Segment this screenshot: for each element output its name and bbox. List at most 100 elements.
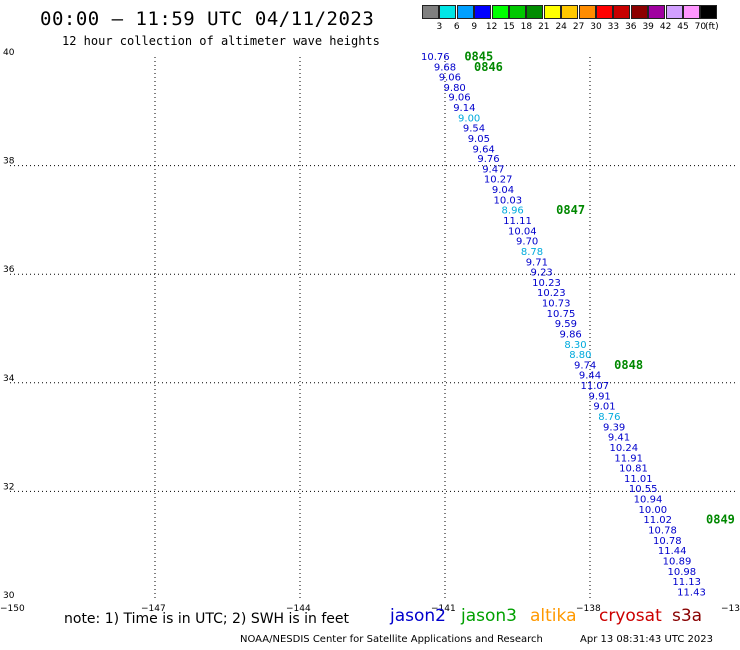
swh-value-label: 9.06 xyxy=(439,73,461,84)
swh-value-label: 9.71 xyxy=(526,257,548,268)
swh-value-label: 10.75 xyxy=(547,309,576,320)
colorbar-label: 36 xyxy=(625,22,637,32)
colorbar-label: 30 xyxy=(590,22,602,32)
colorbar-swatch xyxy=(491,5,509,19)
swh-value-label: 8.30 xyxy=(564,340,586,351)
colorbar-label: 39 xyxy=(642,22,654,32)
legend-s3a: s3a xyxy=(672,606,703,626)
swh-value-label: 9.14 xyxy=(453,103,475,114)
swh-value-label: 9.41 xyxy=(608,433,630,444)
swh-value-label: 10.73 xyxy=(542,299,571,310)
chart-title: 00:00 – 11:59 UTC 04/11/2023 xyxy=(40,8,375,30)
swh-value-label: 9.80 xyxy=(444,83,466,94)
swh-value-label: 9.47 xyxy=(482,164,504,175)
x-tick-label: −141 xyxy=(431,604,456,614)
colorbar-swatch xyxy=(509,5,526,19)
colorbar-label: 3 xyxy=(436,22,443,32)
colorbar-swatch xyxy=(561,5,579,19)
swh-value-label: 8.78 xyxy=(521,247,543,258)
swh-value-label: 10.27 xyxy=(484,175,513,186)
swh-value-label: 9.00 xyxy=(458,113,480,124)
swh-value-label: 10.23 xyxy=(532,278,561,289)
x-tick-label: −144 xyxy=(286,604,311,614)
colorbar-label: 6 xyxy=(453,22,460,32)
y-tick-label: 38 xyxy=(3,157,15,167)
colorbar-label: 18 xyxy=(520,22,533,32)
colorbar-label: 70 xyxy=(694,22,707,32)
colorbar-label: 24 xyxy=(555,22,567,32)
swh-value-label: 9.64 xyxy=(473,144,495,155)
swh-value-label: 9.74 xyxy=(574,360,596,371)
swh-value-label: 8.80 xyxy=(569,350,591,361)
swh-value-label: 10.23 xyxy=(537,288,566,299)
swh-value-label: 9.91 xyxy=(589,391,611,402)
time-label: 0848 xyxy=(614,358,643,372)
swh-value-label: 10.78 xyxy=(653,536,682,547)
swh-value-label: 10.55 xyxy=(629,484,658,495)
swh-value-label: 11.13 xyxy=(672,577,701,588)
swh-value-label: 9.05 xyxy=(468,134,490,145)
y-tick-label: 32 xyxy=(3,482,14,492)
y-tick-label: 30 xyxy=(3,591,15,601)
swh-value-label: 9.54 xyxy=(463,124,485,135)
legend-jason2: jason2 xyxy=(390,606,446,626)
time-label: 0847 xyxy=(556,203,585,217)
legend-jason3: jason3 xyxy=(461,606,517,626)
footer-note: note: 1) Time is in UTC; 2) SWH is in fe… xyxy=(64,611,350,627)
colorbar-swatch xyxy=(700,5,718,19)
y-tick-label: 40 xyxy=(3,48,15,58)
swh-value-label: 10.78 xyxy=(648,525,677,536)
swh-value-label: 10.94 xyxy=(634,495,663,506)
swh-value-label: 11.43 xyxy=(677,587,706,598)
x-tick-label: −147 xyxy=(141,604,166,614)
colorbar-swatch xyxy=(613,5,631,19)
swh-value-label: 10.76 xyxy=(421,52,450,63)
colorbar-swatch xyxy=(439,5,457,19)
colorbar-swatch xyxy=(665,5,683,19)
swh-value-label: 10.89 xyxy=(663,556,692,567)
swh-value-label: 11.07 xyxy=(581,381,610,392)
swh-value-label: 9.04 xyxy=(492,185,514,196)
swh-value-label: 9.39 xyxy=(603,422,625,433)
colorbar-label: 45 xyxy=(677,22,689,32)
colorbar-label: 9 xyxy=(471,22,478,32)
x-tick-label: −150 xyxy=(0,604,25,614)
colorbar-swatch xyxy=(474,5,492,19)
chart-subtitle: 12 hour collection of altimeter wave hei… xyxy=(62,34,380,48)
swh-value-label: 11.44 xyxy=(658,546,687,557)
swh-value-label: 11.11 xyxy=(503,216,532,227)
credit-text: NOAA/NESDIS Center for Satellite Applica… xyxy=(240,634,543,645)
colorbar-swatch xyxy=(596,5,613,19)
legend-cryosat: cryosat xyxy=(599,606,662,626)
y-tick-label: 36 xyxy=(3,265,15,275)
colorbar-unit: (ft) xyxy=(705,22,719,32)
colorbar-label: 15 xyxy=(503,22,515,32)
swh-value-label: 9.01 xyxy=(593,402,615,413)
x-tick-label: −138 xyxy=(576,604,601,614)
swh-value-label: 9.59 xyxy=(555,319,577,330)
swh-value-label: 9.06 xyxy=(448,93,470,104)
colorbar-label: 27 xyxy=(572,22,585,32)
colorbar-swatch xyxy=(578,5,596,19)
swh-value-label: 9.86 xyxy=(560,329,582,340)
time-label: 0845 xyxy=(464,50,493,64)
colorbar-label: 42 xyxy=(659,22,672,32)
swh-value-label: 11.91 xyxy=(614,453,643,464)
swh-value-label: 9.44 xyxy=(579,371,601,382)
swh-value-label: 10.00 xyxy=(639,505,668,516)
swh-value-label: 11.01 xyxy=(624,474,653,485)
swh-value-label: 10.04 xyxy=(508,226,537,237)
swh-value-label: 8.96 xyxy=(502,206,524,217)
swh-value-label: 11.02 xyxy=(643,515,672,526)
colorbar-swatch xyxy=(526,5,544,19)
swh-value-label: 9.76 xyxy=(477,154,499,165)
colorbar-swatch xyxy=(683,5,700,19)
swh-value-label: 9.68 xyxy=(434,62,456,73)
generated-timestamp: Apr 13 08:31:43 UTC 2023 xyxy=(580,634,713,645)
x-tick-label: −13 xyxy=(721,604,740,614)
colorbar-swatch xyxy=(630,5,648,19)
colorbar-label: 33 xyxy=(607,22,620,32)
colorbar-label: 21 xyxy=(538,22,550,32)
swh-value-label: 10.81 xyxy=(619,464,648,475)
legend-altika: altika xyxy=(530,606,577,626)
